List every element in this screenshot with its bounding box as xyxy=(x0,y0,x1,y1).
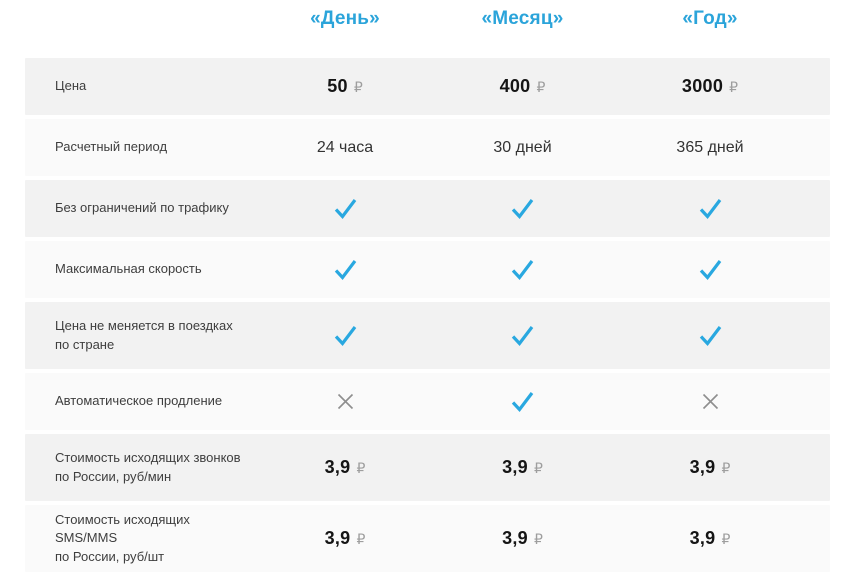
check-icon xyxy=(511,326,534,346)
cross-cell xyxy=(620,391,800,412)
check-icon xyxy=(699,326,721,346)
ruble-sign: ₽ xyxy=(729,80,739,96)
check-cell xyxy=(620,197,800,220)
row-label: Стоимость исходящих звонков по России, р… xyxy=(55,450,241,484)
price-amount: 3,9 xyxy=(689,528,716,548)
price-amount: 3,9 xyxy=(502,457,528,477)
price-amount: 3,9 xyxy=(502,528,528,548)
check-cell xyxy=(265,258,425,281)
table-row: Максимальная скорость xyxy=(25,241,830,298)
check-icon xyxy=(511,260,534,280)
row-label: Стоимость исходящих SMS/MMS по России, р… xyxy=(55,512,190,564)
row-label: Расчетный период xyxy=(55,139,168,155)
row-label: Цена не меняется в поездках по стране xyxy=(55,318,233,352)
check-cell xyxy=(425,258,620,281)
row-label: Максимальная скорость xyxy=(55,261,202,277)
table-row: Расчетный период 24 часа 30 дней 365 дней xyxy=(25,119,830,176)
cross-icon xyxy=(337,393,353,410)
price-value: 400 ₽ xyxy=(425,76,620,97)
price-amount: 50 xyxy=(327,76,348,96)
price-value: 3,9 ₽ xyxy=(425,528,620,549)
price-value: 3,9 ₽ xyxy=(265,457,425,478)
check-icon xyxy=(511,392,534,412)
check-icon xyxy=(334,326,356,346)
ruble-sign: ₽ xyxy=(536,80,546,96)
column-header-month: «Месяц» xyxy=(481,8,564,29)
price-value: 50 ₽ xyxy=(265,76,425,97)
check-icon xyxy=(699,199,721,219)
price-value: 3000 ₽ xyxy=(620,76,800,97)
cross-icon xyxy=(702,393,718,410)
table-body: Цена 50 ₽400 ₽3000 ₽ Расчетный период 24 часа 3… xyxy=(25,58,830,572)
text-value: 365 дней xyxy=(676,138,744,156)
cross-cell xyxy=(265,391,425,412)
price-amount: 3,9 xyxy=(324,528,351,548)
ruble-sign: ₽ xyxy=(721,461,731,477)
table-row: Стоимость исходящих звонков по России, р… xyxy=(25,434,830,501)
price-amount: 400 xyxy=(499,76,531,96)
ruble-sign: ₽ xyxy=(721,532,731,548)
check-cell xyxy=(620,324,800,347)
text-value: 24 часа xyxy=(316,138,374,156)
row-label: Цена xyxy=(55,78,87,94)
table-row: Автоматическое продление xyxy=(25,373,830,430)
text-value: 30 дней xyxy=(493,138,552,156)
ruble-sign: ₽ xyxy=(534,461,543,477)
price-value: 3,9 ₽ xyxy=(620,528,800,549)
tariff-comparison-table: «День» «Месяц» «Год» Цена 50 ₽400 ₽3000 ₽ Рас… xyxy=(25,0,830,572)
table-row: Без ограничений по трафику xyxy=(25,180,830,237)
check-cell xyxy=(425,324,620,347)
table-header: «День» «Месяц» «Год» xyxy=(25,8,830,58)
price-value: 3,9 ₽ xyxy=(265,528,425,549)
check-cell xyxy=(265,324,425,347)
price-amount: 3000 xyxy=(681,76,724,96)
table-row: Стоимость исходящих SMS/MMS по России, р… xyxy=(25,505,830,572)
column-header-day: «День» xyxy=(310,8,380,29)
check-cell xyxy=(425,197,620,220)
column-header-year: «Год» xyxy=(682,8,738,29)
ruble-sign: ₽ xyxy=(356,461,366,477)
check-cell xyxy=(425,390,620,413)
ruble-sign: ₽ xyxy=(534,532,543,548)
price-value: 3,9 ₽ xyxy=(425,457,620,478)
price-value: 3,9 ₽ xyxy=(620,457,800,478)
ruble-sign: ₽ xyxy=(353,80,363,96)
price-amount: 3,9 xyxy=(689,457,716,477)
check-cell xyxy=(265,197,425,220)
row-label: Автоматическое продление xyxy=(55,393,223,409)
table-row: Цена не меняется в поездках по стране xyxy=(25,302,830,369)
check-icon xyxy=(511,199,534,219)
table-row: Цена 50 ₽400 ₽3000 ₽ xyxy=(25,58,830,115)
ruble-sign: ₽ xyxy=(356,532,366,548)
check-icon xyxy=(699,260,721,280)
check-icon xyxy=(334,199,356,219)
price-amount: 3,9 xyxy=(324,457,351,477)
check-cell xyxy=(620,258,800,281)
row-label: Без ограничений по трафику xyxy=(55,200,229,216)
check-icon xyxy=(334,260,356,280)
